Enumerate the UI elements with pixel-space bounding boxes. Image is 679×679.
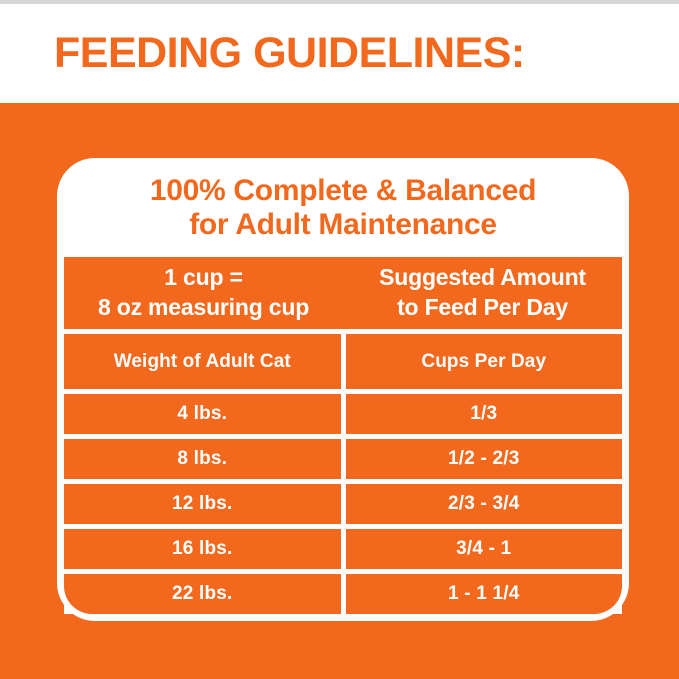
weight-cell: 4 lbs. (64, 394, 341, 434)
title-band: FEEDING GUIDELINES: (0, 4, 679, 103)
page-title: FEEDING GUIDELINES: (54, 29, 525, 77)
suggested-line2: to Feed Per Day (397, 294, 568, 320)
suggested-amount-note: Suggested Amount to Feed Per Day (343, 263, 622, 323)
col-header-cups: Cups Per Day (345, 334, 622, 389)
cup-note-line1: 1 cup = (164, 264, 243, 291)
card-header-line2: for Adult Maintenance (189, 207, 497, 241)
col-header-weight: Weight of Adult Cat (64, 334, 341, 389)
weight-cell: 12 lbs. (64, 484, 341, 524)
cups-cell: 1/3 (345, 394, 622, 434)
guidelines-card: 100% Complete & Balanced for Adult Maint… (57, 158, 629, 621)
suggested-line1: Suggested Amount (379, 264, 586, 291)
cup-note-line2: 8 oz measuring cup (97, 294, 310, 320)
cups-cell: 1/2 - 2/3 (345, 439, 622, 479)
cup-measure-note: 1 cup = 8 oz measuring cup (64, 263, 343, 323)
feeding-table: 1 cup = 8 oz measuring cup Suggested Amo… (64, 257, 622, 614)
weight-cell: 8 lbs. (64, 439, 341, 479)
top-strip (0, 0, 679, 4)
orange-background: 100% Complete & Balanced for Adult Maint… (0, 103, 679, 679)
cups-cell: 2/3 - 3/4 (345, 484, 622, 524)
weight-cell: 16 lbs. (64, 529, 341, 569)
intro-row: 1 cup = 8 oz measuring cup Suggested Amo… (64, 257, 622, 329)
weight-cell: 22 lbs. (64, 574, 341, 614)
card-header-line1: 100% Complete & Balanced (149, 173, 537, 207)
cups-cell: 3/4 - 1 (345, 529, 622, 569)
card-header: 100% Complete & Balanced for Adult Maint… (64, 158, 622, 257)
cups-cell: 1 - 1 1/4 (345, 574, 622, 614)
